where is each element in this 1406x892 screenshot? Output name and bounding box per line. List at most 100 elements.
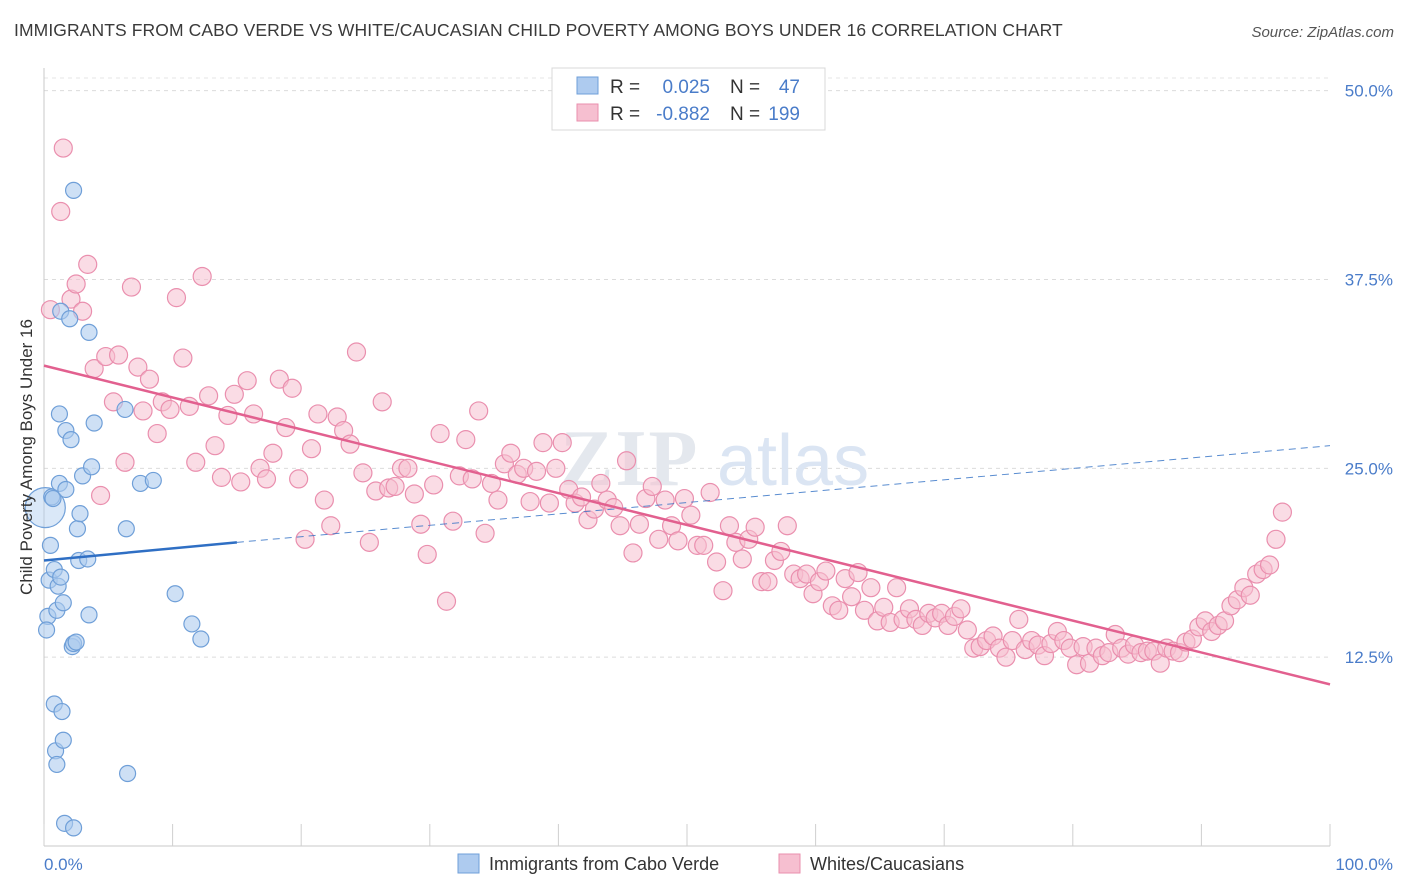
blue-point-39: [116, 400, 134, 419]
pink-point-27: [211, 467, 232, 487]
grid-lines: [44, 77, 1330, 658]
x-tick-label-1: 100.0%: [1335, 855, 1393, 874]
bottom-legend-blue-label: Immigrants from Cabo Verde: [489, 854, 719, 874]
blue-point-32: [71, 505, 89, 523]
legend-blue-r-label: R =: [610, 77, 640, 98]
pink-point-60: [424, 475, 444, 495]
pink-point-30: [231, 472, 251, 492]
pink-point-151: [1009, 609, 1029, 629]
legend-blue-n-value: 47: [779, 77, 800, 98]
pink-point-92: [629, 514, 650, 534]
blue-point-36: [80, 323, 98, 341]
axes: [43, 68, 1331, 847]
pink-point-63: [443, 511, 463, 531]
bottom-legend-pink-label: Whites/Caucasians: [810, 854, 964, 874]
pink-point-11: [108, 345, 129, 365]
blue-point-6: [44, 489, 62, 508]
blue-point-46: [192, 630, 210, 648]
tick-labels: 12.5% 25.0% 37.5% 50.0% 0.0% 100.0%: [44, 82, 1393, 874]
pink-point-78: [539, 493, 559, 513]
pink-point-67: [469, 401, 489, 421]
pink-point-99: [674, 488, 695, 509]
pink-point-62: [436, 591, 457, 611]
pink-point-143: [957, 620, 977, 640]
pink-point-79: [546, 458, 566, 478]
pink-point-1: [51, 201, 71, 222]
y-tick-label-2: 37.5%: [1345, 270, 1393, 289]
pink-point-34: [256, 469, 277, 489]
chart-title: IMMIGRANTS FROM CABO VERDE VS WHITE/CAUC…: [14, 20, 1063, 40]
pink-series-points: [40, 138, 1293, 675]
pink-point-100: [681, 505, 701, 525]
legend-pink-n-label: N =: [730, 104, 760, 125]
pink-point-132: [887, 578, 907, 598]
pink-point-86: [591, 473, 611, 494]
pink-point-77: [533, 433, 553, 453]
pink-point-44: [321, 516, 341, 536]
pink-point-13: [121, 277, 142, 297]
pink-point-192: [1272, 502, 1293, 522]
pink-point-95: [649, 529, 669, 549]
pink-point-121: [816, 561, 836, 581]
pink-point-43: [314, 490, 334, 510]
blue-point-15: [52, 568, 70, 586]
pink-point-108: [732, 549, 752, 569]
pink-point-190: [1259, 555, 1280, 575]
bottom-legend-blue-swatch: [457, 853, 480, 874]
pink-point-52: [372, 392, 392, 412]
pink-point-69: [481, 473, 502, 494]
pink-point-149: [996, 647, 1016, 667]
pink-point-98: [668, 531, 688, 551]
pink-point-6: [78, 254, 98, 274]
pink-point-17: [147, 423, 167, 444]
legend-pink-r-value: -0.882: [656, 104, 710, 125]
blue-point-23: [61, 310, 79, 328]
watermark: ZIP atlas: [560, 415, 869, 503]
blue-point-2: [37, 621, 56, 639]
legend-pink-r-label: R =: [610, 104, 640, 125]
blue-point-34: [79, 550, 97, 568]
blue-point-45: [183, 615, 201, 633]
legend-pink-swatch: [576, 103, 599, 122]
blue-point-17: [53, 702, 71, 721]
pink-point-40: [295, 529, 315, 549]
pink-point-66: [462, 469, 482, 489]
pink-point-25: [199, 386, 219, 406]
pink-point-4: [66, 274, 86, 294]
pink-point-91: [623, 543, 643, 563]
pink-point-59: [417, 544, 437, 565]
pink-point-31: [237, 371, 257, 391]
pink-point-115: [777, 516, 797, 536]
pink-point-127: [854, 600, 875, 620]
source-credit: Source: ZipAtlas.com: [1251, 24, 1394, 41]
pink-point-61: [430, 423, 450, 444]
blue-point-40: [117, 520, 135, 538]
pink-point-21: [173, 348, 193, 368]
pink-point-8: [90, 485, 111, 506]
pink-point-104: [706, 552, 727, 572]
pink-point-128: [861, 578, 881, 598]
bottom-legend-pink-swatch: [778, 853, 801, 874]
blue-point-10: [48, 755, 66, 774]
pink-point-68: [475, 523, 495, 543]
pink-point-38: [282, 378, 302, 398]
pink-point-112: [758, 572, 778, 592]
pink-point-89: [610, 516, 630, 536]
pink-point-76: [526, 461, 547, 481]
blue-series-points: [24, 181, 210, 837]
pink-point-29: [224, 384, 244, 404]
blue-point-22: [57, 480, 75, 499]
y-tick-label-0: 12.5%: [1345, 648, 1393, 667]
pink-point-90: [616, 451, 637, 471]
pink-point-103: [700, 482, 720, 503]
pink-point-57: [404, 484, 424, 504]
blue-point-13: [50, 405, 69, 423]
pink-point-35: [263, 443, 283, 463]
pink-point-80: [552, 433, 572, 453]
pink-point-187: [1240, 585, 1260, 605]
y-tick-label-3: 50.0%: [1345, 82, 1393, 101]
pink-point-105: [713, 581, 733, 601]
legend-pink-n-value: 199: [768, 104, 800, 125]
trend-lines: [43, 364, 1331, 686]
